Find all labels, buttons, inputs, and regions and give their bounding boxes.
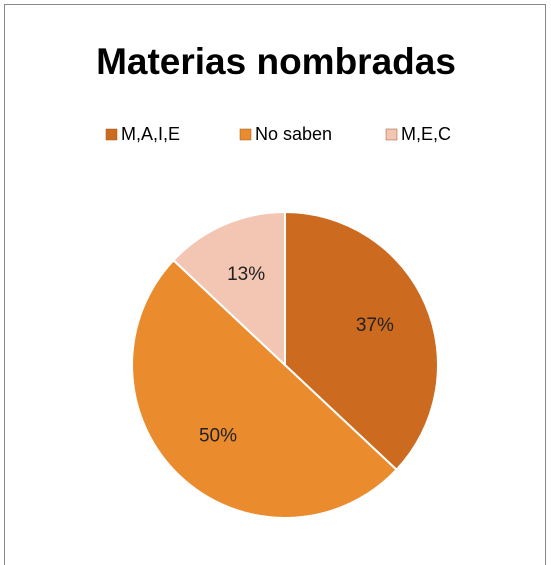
legend-swatch (385, 128, 398, 141)
data-label: 37% (356, 315, 394, 336)
pie-slice (172, 210, 286, 368)
legend-label: M,E,C (401, 124, 451, 144)
pie-slice (131, 258, 398, 519)
pie-slice (284, 210, 439, 472)
legend-swatch (239, 128, 252, 141)
data-label: 13% (227, 264, 265, 285)
legend-label: No saben (255, 124, 332, 144)
data-label: 50% (199, 425, 237, 446)
chart-title: Materias nombradas (96, 41, 456, 82)
legend-swatch (105, 128, 118, 141)
legend-label: M,A,I,E (121, 124, 180, 144)
